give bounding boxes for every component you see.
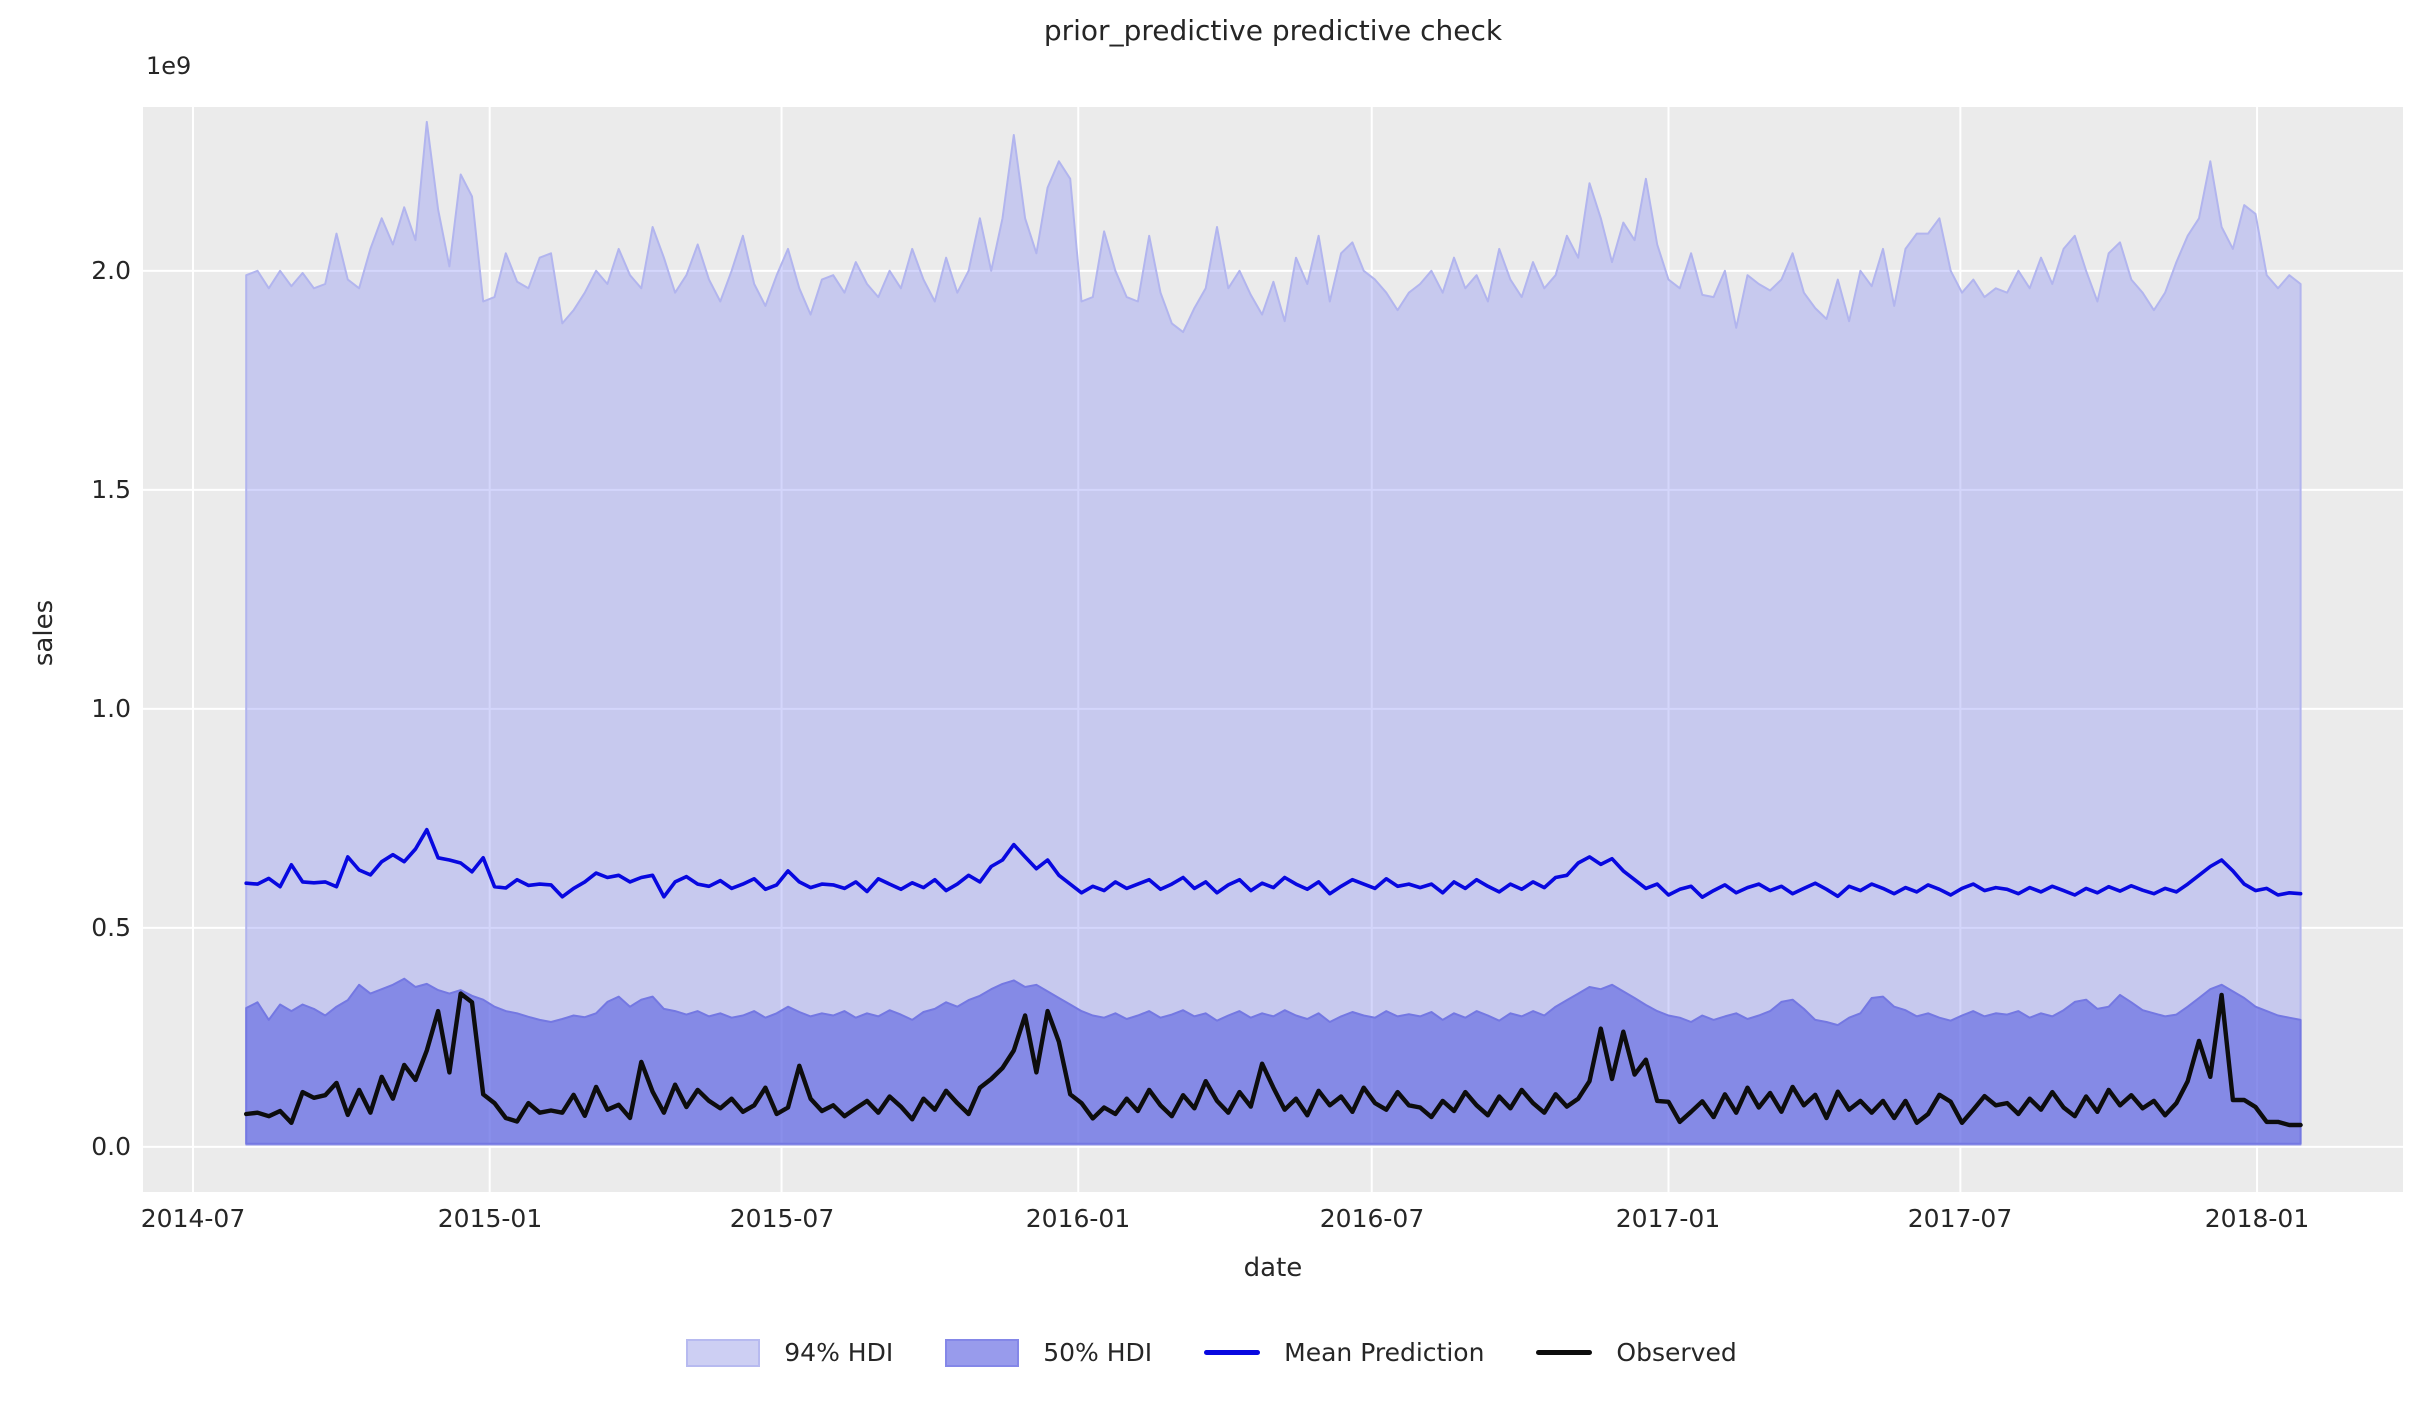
x-tick-2: 2015-07 <box>729 1204 835 1233</box>
y-tick-2: 1.0 <box>91 694 131 723</box>
x-tick-7: 2018-01 <box>2204 1204 2310 1233</box>
legend-label: 94% HDI <box>784 1338 894 1367</box>
x-tick-0: 2014-07 <box>140 1204 246 1233</box>
x-tick-6: 2017-07 <box>1907 1204 2013 1233</box>
94-hdi-swatch-icon <box>686 1338 761 1367</box>
50-hdi-swatch-icon <box>945 1338 1020 1367</box>
legend-label: 50% HDI <box>1043 1338 1153 1367</box>
x-tick-5: 2017-01 <box>1615 1204 1721 1233</box>
legend-item-mean-prediction: Mean Prediction <box>1204 1338 1484 1367</box>
y-tick-3: 1.5 <box>91 475 131 504</box>
legend-label: Mean Prediction <box>1284 1338 1485 1367</box>
y-axis-offset-label: 1e9 <box>146 52 192 80</box>
legend: 94% HDI 50% HDI Mean Prediction Observed <box>0 1338 2423 1367</box>
observed-line-icon <box>1536 1350 1593 1355</box>
x-tick-4: 2016-07 <box>1319 1204 1425 1233</box>
legend-item-50-hdi: 50% HDI <box>945 1338 1152 1367</box>
x-tick-3: 2016-01 <box>1025 1204 1131 1233</box>
x-axis-label: date <box>1243 1253 1303 1283</box>
line-observed <box>243 991 2303 1128</box>
line-mean-prediction <box>244 827 2303 900</box>
y-tick-0: 0.0 <box>91 1132 131 1161</box>
plot-area <box>143 107 2403 1192</box>
legend-item-observed: Observed <box>1536 1338 1737 1367</box>
y-tick-1: 0.5 <box>91 913 131 942</box>
legend-label: Observed <box>1616 1338 1737 1367</box>
chart-title: prior_predictive predictive check <box>1043 14 1503 47</box>
mean-prediction-line-icon <box>1204 1350 1261 1355</box>
y-tick-4: 2.0 <box>91 256 131 285</box>
legend-item-94-hdi: 94% HDI <box>686 1338 893 1367</box>
x-tick-1: 2015-01 <box>437 1204 543 1233</box>
